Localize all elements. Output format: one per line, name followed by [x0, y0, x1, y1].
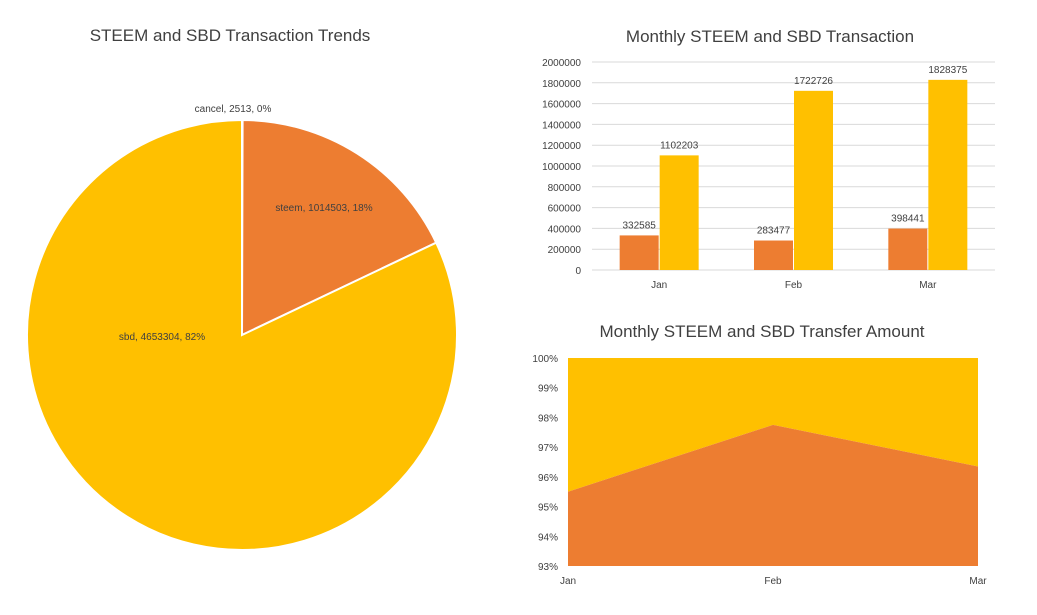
- bar-y-tick: 1600000: [542, 100, 581, 111]
- area-y-tick: 100%: [532, 354, 558, 365]
- pie-label-steem: steem, 1014503, 18%: [275, 203, 372, 214]
- area-y-tick: 98%: [538, 413, 558, 424]
- area-y-tick: 94%: [538, 532, 558, 543]
- area-chart-title: Monthly STEEM and SBD Transfer Amount: [599, 322, 924, 341]
- area-series: [568, 358, 978, 566]
- area-chart: Monthly STEEM and SBD Transfer Amount 93…: [532, 322, 987, 587]
- bar-y-tick: 1400000: [542, 120, 581, 131]
- area-y-tick: 93%: [538, 562, 558, 573]
- bar-x-tick: Feb: [785, 280, 803, 291]
- pie-slices: [26, 118, 458, 551]
- bar-data-label: 1828375: [928, 65, 967, 76]
- bar-chart: Monthly STEEM and SBD Transaction 0 20000…: [542, 27, 995, 291]
- area-x-axis: Jan Feb Mar: [560, 576, 987, 587]
- area-series-steem: [568, 424, 978, 566]
- bar-data-label: 398441: [891, 214, 925, 225]
- area-y-tick: 96%: [538, 473, 558, 484]
- bar-y-tick: 600000: [548, 204, 582, 215]
- pie-label-sbd: sbd, 4653304, 82%: [119, 332, 205, 343]
- bar-steem-mar: [888, 228, 928, 270]
- bar-sbd-mar: [928, 79, 968, 270]
- bar-sbd-feb: [794, 90, 833, 271]
- bar-bars: [619, 79, 968, 271]
- bar-steem-feb: [754, 240, 793, 270]
- area-x-tick: Feb: [764, 576, 782, 587]
- area-y-tick: 97%: [538, 443, 558, 454]
- bar-x-tick: Mar: [919, 280, 937, 291]
- area-x-tick: Jan: [560, 576, 576, 587]
- pie-label-cancel: cancel, 2513, 0%: [195, 104, 272, 115]
- area-y-axis: 93% 94% 95% 96% 97% 98% 99% 100%: [532, 354, 558, 573]
- bar-data-label: 1722726: [794, 76, 833, 87]
- bar-sbd-jan: [659, 155, 699, 270]
- bar-gridlines: [592, 61, 995, 271]
- area-y-tick: 95%: [538, 503, 558, 514]
- pie-slice-sbd: [26, 118, 458, 551]
- bar-x-tick: Jan: [651, 280, 667, 291]
- bar-x-axis: Jan Feb Mar: [651, 280, 937, 291]
- bar-y-tick: 1200000: [542, 141, 581, 152]
- pie-slice-steem: [240, 118, 438, 337]
- pie-chart: STEEM and SBD Transaction Trends cancel,…: [26, 26, 458, 551]
- bar-y-tick: 400000: [548, 224, 582, 235]
- bar-data-label: 283477: [757, 226, 791, 237]
- pie-chart-title: STEEM and SBD Transaction Trends: [90, 26, 371, 45]
- bar-y-axis: 0 200000 400000 600000 800000 1000000 1200000 1…: [542, 58, 581, 277]
- area-x-tick: Mar: [969, 576, 987, 587]
- bar-steem-jan: [619, 235, 659, 270]
- area-y-tick: 99%: [538, 384, 558, 395]
- bar-y-tick: 1000000: [542, 162, 581, 173]
- bar-y-tick: 1800000: [542, 79, 581, 90]
- bar-data-label: 332585: [622, 220, 656, 231]
- bar-y-tick: 800000: [548, 183, 582, 194]
- bar-data-label: 1102203: [660, 140, 699, 151]
- bar-y-tick: 0: [575, 266, 581, 277]
- bar-y-tick: 2000000: [542, 58, 581, 69]
- bar-chart-title: Monthly STEEM and SBD Transaction: [626, 27, 914, 46]
- bar-data-labels: 332585 1102203 283477 1722726 398441 1828375: [622, 65, 967, 237]
- bar-y-tick: 200000: [548, 245, 582, 256]
